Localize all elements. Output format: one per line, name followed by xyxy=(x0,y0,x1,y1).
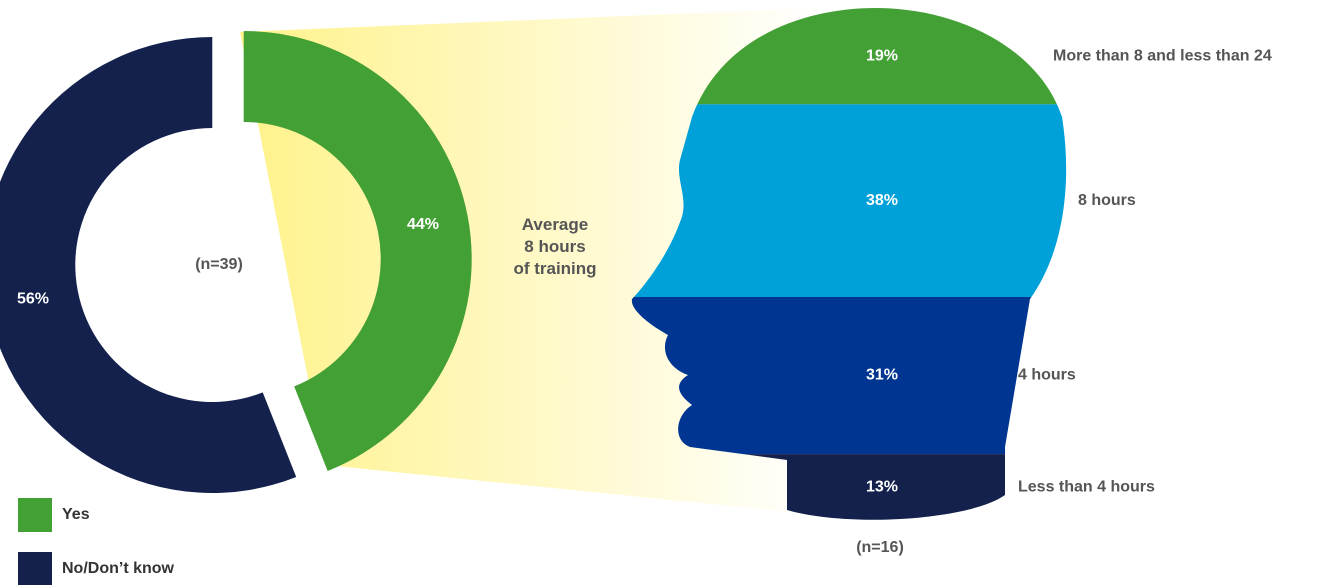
value-label: 56% xyxy=(17,290,49,307)
legend-swatch xyxy=(18,498,52,532)
value-label: 31% xyxy=(866,367,898,384)
head-segment xyxy=(631,104,1067,297)
value-label: 19% xyxy=(866,47,898,64)
head-segment xyxy=(631,296,1067,455)
legend-label: No/Don’t know xyxy=(62,560,175,577)
value-label: 13% xyxy=(866,478,898,495)
donut-note: (n=39) xyxy=(195,256,243,273)
value-label: 44% xyxy=(407,216,439,233)
category-label: 8 hours xyxy=(1078,192,1136,209)
value-label: 38% xyxy=(866,192,898,209)
category-label: Less than 4 hours xyxy=(1018,478,1155,495)
donut-slice xyxy=(243,31,472,471)
annotation: Average 8 hours of training xyxy=(513,215,597,278)
legend-swatch xyxy=(18,552,52,585)
donut-slice xyxy=(0,36,297,493)
category-label: More than 8 and less than 24 xyxy=(1053,47,1272,64)
legend-label: Yes xyxy=(62,506,90,523)
category-label: 4 hours xyxy=(1018,367,1076,384)
sample-note: (n=16) xyxy=(856,539,904,556)
